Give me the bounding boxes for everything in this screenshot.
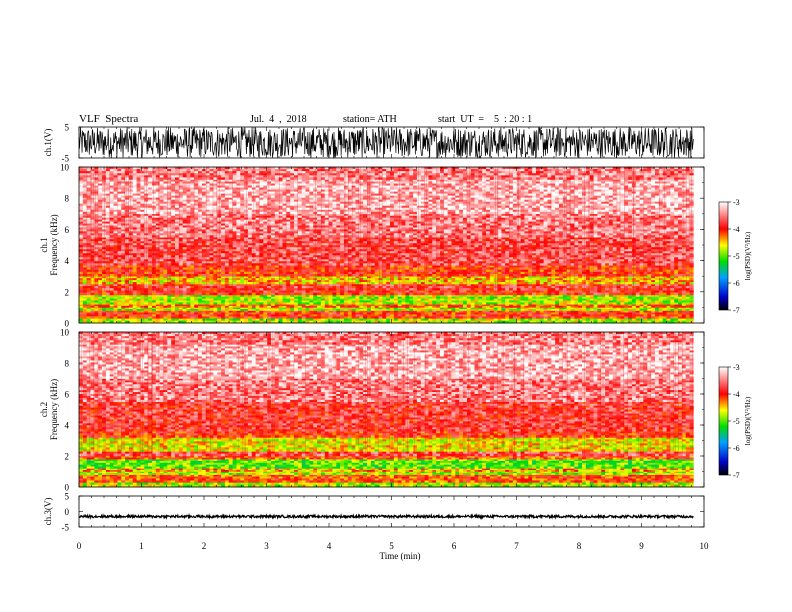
colorbar-tick-label: -7	[733, 471, 740, 480]
colorbar-tick-label: -5	[733, 417, 740, 426]
y-tick-label: 6	[65, 225, 70, 235]
colorbar-tick-label: -4	[733, 225, 740, 234]
colorbar-tick-label: -6	[733, 444, 740, 453]
y-tick-label: 0	[65, 507, 70, 517]
colorbar-tick-label: -6	[733, 279, 740, 288]
x-tick-label: 10	[700, 541, 710, 551]
y-tick-label: 2	[65, 287, 70, 297]
colorbar-tick-label: -7	[733, 306, 740, 315]
colorbar-tick-label: -3	[733, 363, 740, 372]
y-tick-label: 8	[65, 359, 70, 369]
ch1-waveform-panel: 5-5ch.1(V)	[43, 123, 704, 164]
ch1-colorbar: -3 -4 -5 -6 -7 log(PSD)(V²/Hz)	[719, 198, 752, 315]
y-axis-label: ch.2Frequency (kHz)	[39, 379, 59, 440]
x-tick-label: 9	[639, 541, 644, 551]
y-axis-label: ch.1(V)	[43, 129, 53, 157]
x-tick-label: 0	[77, 541, 82, 551]
x-tick-label: 1	[139, 541, 144, 551]
colorbar-gradient	[719, 367, 728, 475]
x-axis-label: Time (min)	[380, 551, 421, 561]
ch3-waveform-panel: 5 0 -5 ch.3(V)	[43, 492, 704, 533]
x-tick-label: 2	[202, 541, 207, 551]
panel-frame	[79, 496, 704, 527]
y-tick-label: 4	[65, 256, 70, 266]
y-tick-label: 8	[65, 194, 70, 204]
y-tick-label: 10	[60, 328, 70, 338]
y-axis-label: ch.3(V)	[43, 498, 53, 526]
ch2-colorbar: -3 -4 -5 -6 -7 log(PSD)(V²/Hz)	[719, 363, 752, 480]
x-tick-label: 5	[389, 541, 394, 551]
y-tick-label: -5	[62, 523, 70, 533]
waveform-series	[79, 515, 693, 517]
y-tick-label: 2	[65, 452, 70, 462]
x-tick-label: 7	[514, 541, 519, 551]
x-tick-label: 3	[264, 541, 269, 551]
x-tick-label: 8	[577, 541, 582, 551]
colorbar-tick-label: -5	[733, 252, 740, 261]
y-axis-label: ch.1Frequency (kHz)	[39, 214, 59, 275]
waveform-series	[79, 127, 693, 158]
colorbar-label: log(PSD)(V²/Hz)	[744, 231, 752, 280]
colorbar-label: log(PSD)(V²/Hz)	[744, 396, 752, 445]
y-tick-label: 5	[65, 123, 70, 133]
y-tick-label: 4	[65, 421, 70, 431]
colorbar-tick-label: -4	[733, 390, 740, 399]
y-tick-label: 5	[65, 492, 70, 502]
x-tick-label: 4	[327, 541, 332, 551]
time-axis: 0 1 2 3 4 5 6 7 8 9 10 Time (min)	[77, 541, 709, 561]
x-tick-label: 6	[452, 541, 457, 551]
colorbar-gradient	[719, 202, 728, 310]
y-tick-label: 10	[60, 163, 70, 173]
y-tick-label: 6	[65, 390, 70, 400]
colorbar-tick-label: -3	[733, 198, 740, 207]
